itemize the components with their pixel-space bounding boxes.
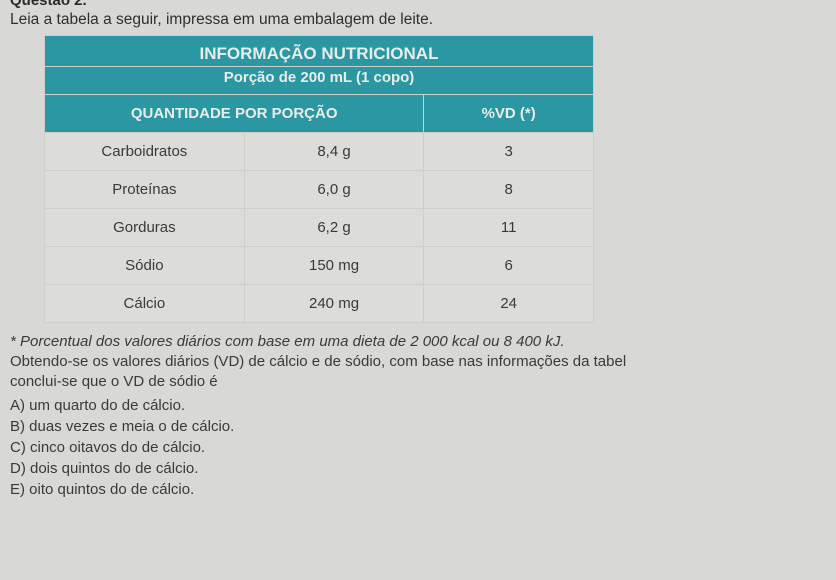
row-amount: 150 mg xyxy=(244,247,424,285)
row-vd: 24 xyxy=(424,285,594,323)
table-row: Sódio 150 mg 6 xyxy=(45,247,594,285)
row-label: Cálcio xyxy=(45,285,245,323)
option-c: C) cinco oitavos do de cálcio. xyxy=(10,437,826,458)
question-stem: Obtendo-se os valores diários (VD) de cá… xyxy=(10,352,826,393)
options-block: A) um quarto do de cálcio. B) duas vezes… xyxy=(10,395,826,500)
col-header-quantity: QUANTIDADE POR PORÇÃO xyxy=(45,95,424,133)
intro-text: Leia a tabela a seguir, impressa em uma … xyxy=(10,11,826,29)
table-title: INFORMAÇÃO NUTRICIONAL xyxy=(45,36,594,67)
row-amount: 8,4 g xyxy=(244,133,424,171)
row-amount: 6,0 g xyxy=(244,171,424,209)
stem-line-2: conclui-se que o VD de sódio é xyxy=(10,373,218,390)
table-row: Carboidratos 8,4 g 3 xyxy=(45,133,594,171)
option-e: E) oito quintos do de cálcio. xyxy=(10,479,826,500)
option-b: B) duas vezes e meia o de cálcio. xyxy=(10,416,826,437)
row-vd: 8 xyxy=(424,171,594,209)
row-label: Gorduras xyxy=(45,209,245,247)
footnote: * Porcentual dos valores diários com bas… xyxy=(10,333,826,350)
row-label: Proteínas xyxy=(45,171,245,209)
stem-line-1: Obtendo-se os valores diários (VD) de cá… xyxy=(10,353,626,370)
row-label: Carboidratos xyxy=(45,133,245,171)
row-label: Sódio xyxy=(45,247,245,285)
question-number-cut: Questão 2. xyxy=(10,0,826,9)
row-vd: 3 xyxy=(424,133,594,171)
option-d: D) dois quintos do de cálcio. xyxy=(10,458,826,479)
table-subtitle: Porção de 200 mL (1 copo) xyxy=(45,67,594,95)
table-row: Cálcio 240 mg 24 xyxy=(45,285,594,323)
row-vd: 6 xyxy=(424,247,594,285)
row-amount: 6,2 g xyxy=(244,209,424,247)
table-row: Proteínas 6,0 g 8 xyxy=(45,171,594,209)
nutrition-table: INFORMAÇÃO NUTRICIONAL Porção de 200 mL … xyxy=(44,35,594,323)
table-row: Gorduras 6,2 g 11 xyxy=(45,209,594,247)
row-amount: 240 mg xyxy=(244,285,424,323)
row-vd: 11 xyxy=(424,209,594,247)
option-a: A) um quarto do de cálcio. xyxy=(10,395,826,416)
col-header-vd: %VD (*) xyxy=(424,95,594,133)
